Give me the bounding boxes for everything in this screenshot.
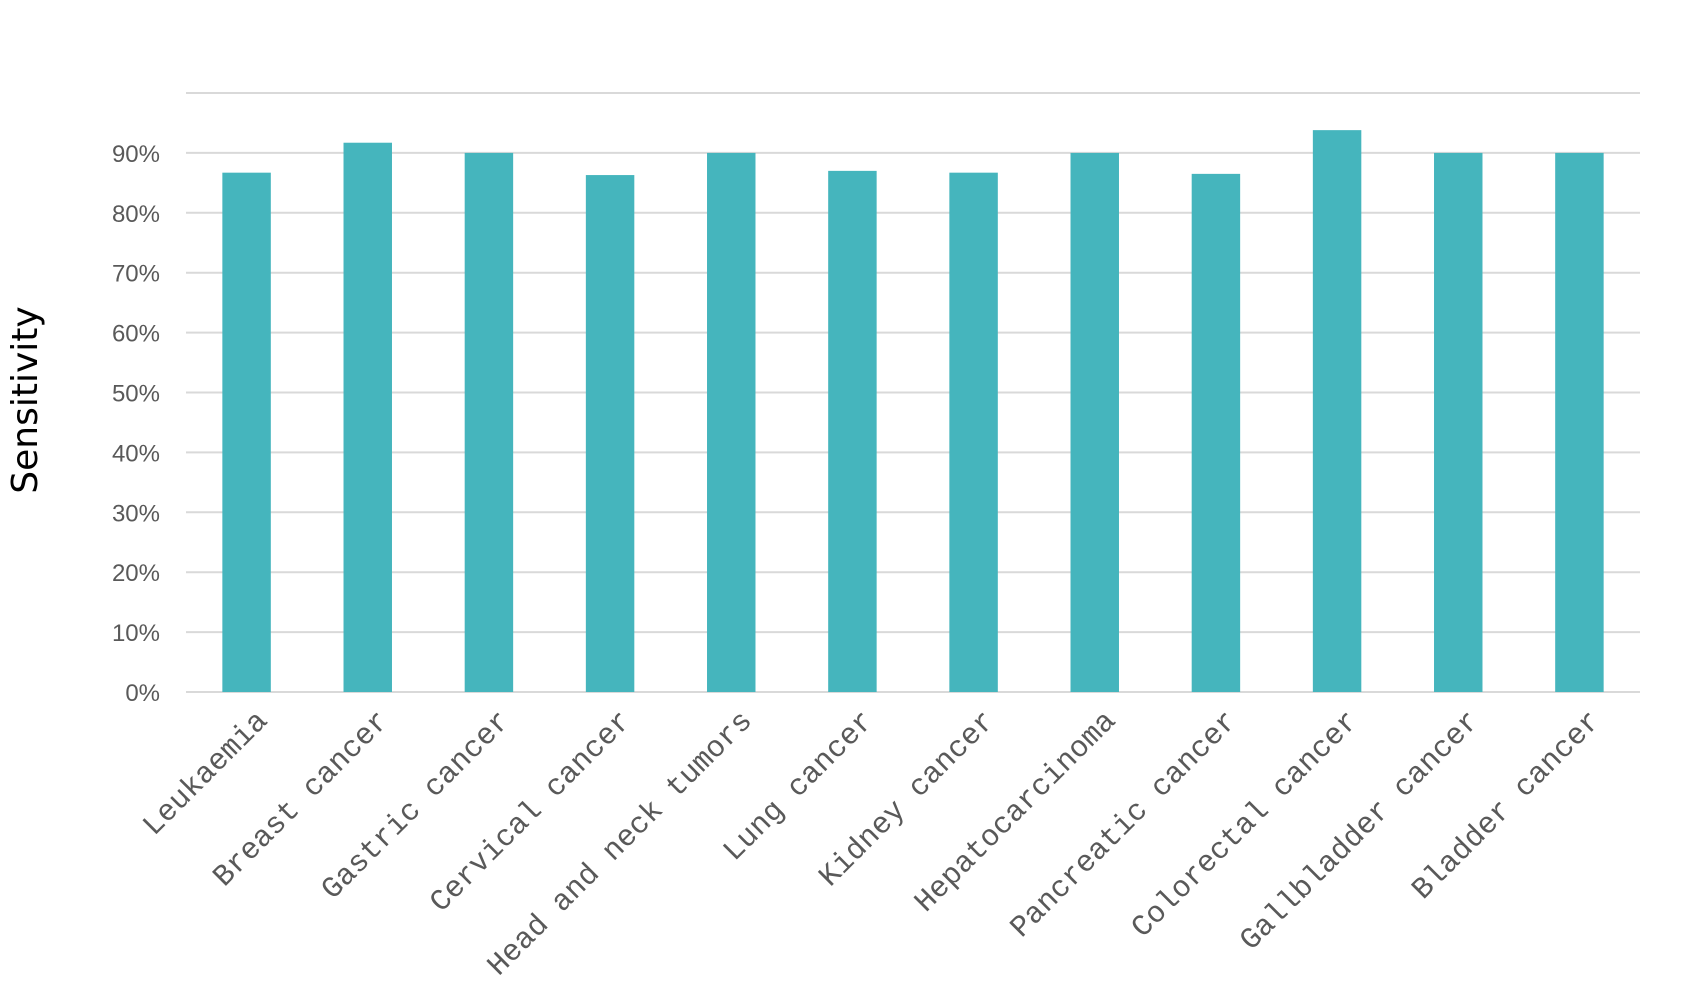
bar [828,170,877,692]
y-axis-ticks: 0% 10% 20% 30% 40% 50% 60% 70% 80% 90% [112,141,160,707]
x-tick-label: Colorectal cancer [1126,705,1366,945]
bars [222,130,1604,693]
bar [1312,130,1362,692]
bar [464,152,514,692]
y-tick-label: 0% [125,680,160,707]
bar [1434,152,1483,692]
y-tick-label: 80% [112,201,160,228]
bar [1555,152,1604,692]
x-tick-label: Cervical cancer [424,705,639,920]
x-tick-label: Gallbladder cancer [1234,705,1487,958]
y-tick-label: 40% [112,440,160,467]
bar [707,152,756,692]
y-tick-label: 30% [112,500,160,527]
bar [585,175,635,693]
y-tick-label: 60% [112,321,160,348]
y-tick-label: 90% [112,141,160,168]
y-tick-label: 50% [112,381,160,408]
bar [343,142,392,693]
y-axis-label: Sensitivity [5,306,46,493]
y-tick-label: 20% [112,560,160,587]
bar [222,172,271,693]
y-tick-label: 70% [112,261,160,288]
gridlines [186,92,1640,693]
y-tick-label: 10% [112,620,160,647]
bar [1191,173,1241,693]
x-tick-label: Pancreatic cancer [1005,705,1245,945]
x-tick-label: Hepatocarcinoma [909,705,1124,920]
bar [1070,152,1119,692]
bar [949,172,998,693]
